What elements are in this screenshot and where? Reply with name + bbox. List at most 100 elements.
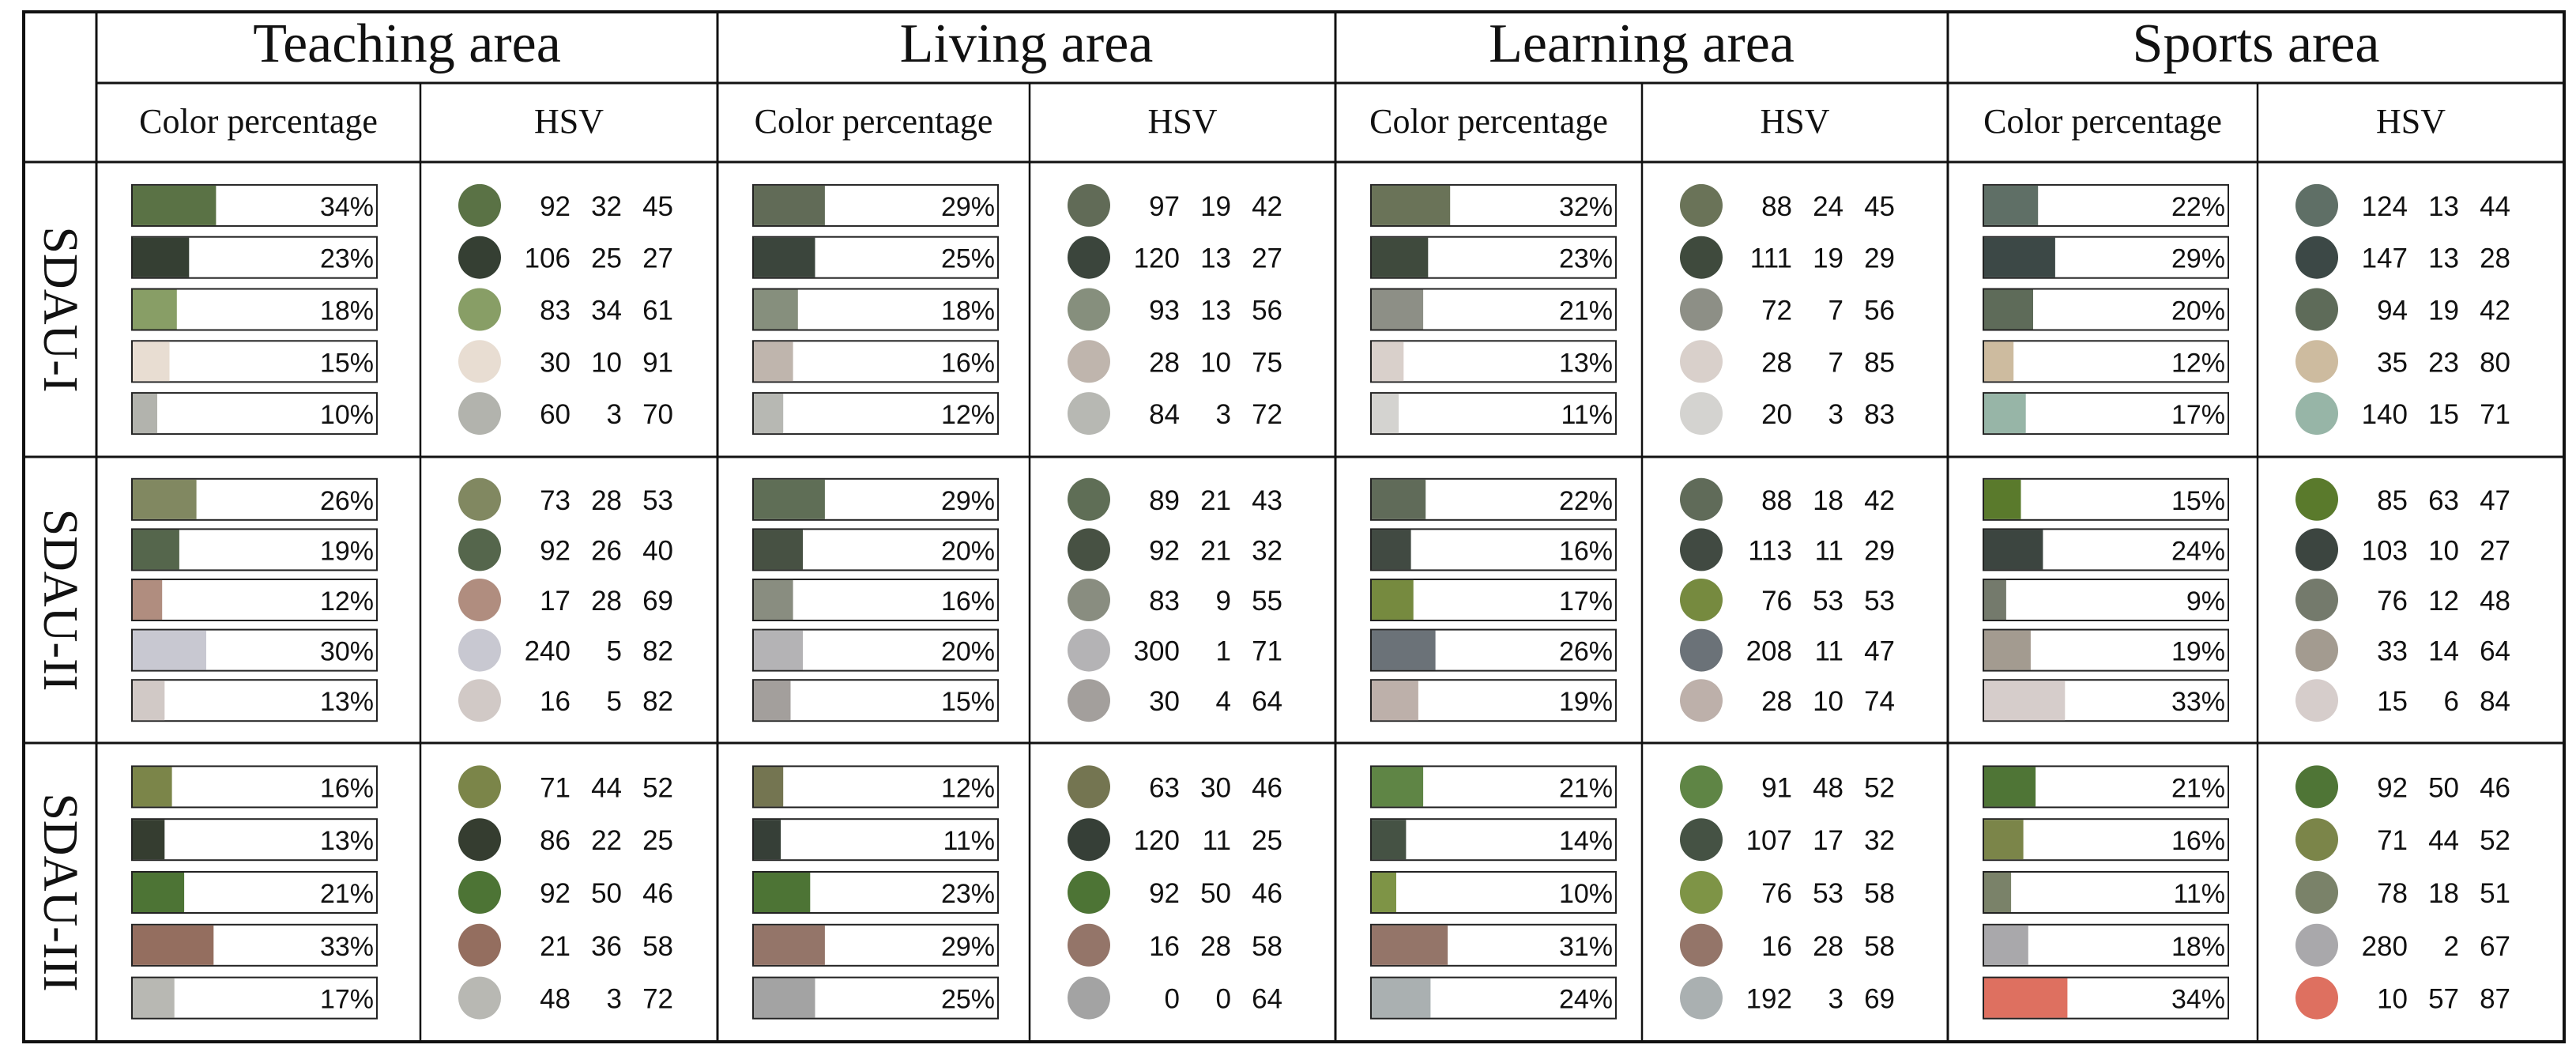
hsv-hue: 84 [1149,399,1180,430]
percentage-label: 24% [2171,536,2225,566]
percentage-bar-fill [1372,394,1399,434]
color-swatch [1068,679,1110,722]
hsv-value: 40 [642,535,673,566]
hsv-hue: 15 [2377,686,2408,717]
hsv-hue: 107 [1746,825,1792,856]
color-swatch [458,288,501,331]
percentage-label: 23% [1559,244,1613,274]
percentage-label: 16% [941,348,995,378]
hsv-hue: 300 [1134,636,1180,667]
hsv-hue: 147 [2362,243,2408,274]
hsv-value: 28 [2480,243,2510,274]
percentage-label: 20% [2171,296,2225,326]
hsv-value: 58 [1252,931,1282,962]
percentage-bar-frame [1983,871,2229,914]
percentage-label: 20% [941,637,995,667]
hsv-hue: 33 [2377,636,2408,667]
percentage-label: 20% [941,536,995,566]
color-swatch [1680,579,1723,621]
percentage-bar-fill [1984,289,2033,330]
percentage-bar-fill [133,681,165,721]
hsv-saturation: 3 [607,984,622,1015]
hsv-value: 52 [642,772,673,803]
hsv-value: 32 [1252,535,1282,566]
hsv-value: 32 [1864,825,1895,856]
hsv-saturation: 15 [2428,399,2459,430]
percentage-label: 11% [943,826,995,856]
hsv-value: 64 [1252,686,1282,717]
hsv-value: 85 [1864,347,1895,378]
hsv-saturation: 11 [1815,535,1843,566]
hsv-hue: 16 [1149,931,1180,962]
hsv-hue: 92 [2377,772,2408,803]
percentage-bar-fill [1984,767,2036,807]
color-swatch [1068,236,1110,279]
percentage-label: 10% [320,400,374,430]
hsv-value: 67 [2480,931,2510,962]
area-header: Living area [900,13,1154,74]
percentage-label: 33% [2171,687,2225,717]
hsv-value: 82 [642,686,673,717]
hsv-saturation: 36 [591,931,622,962]
percentage-bar-fill [133,394,157,434]
color-swatch [458,628,501,672]
hsv-hue: 88 [1761,485,1792,516]
color-swatch [458,818,501,862]
percentage-bar-fill [1372,530,1411,570]
percentage-label: 14% [1559,826,1613,856]
percentage-label: 22% [2171,192,2225,222]
hsv-saturation: 32 [591,191,622,222]
percentage-label: 13% [320,687,374,717]
percentage-bar-frame [752,579,999,621]
color-swatch [458,765,501,809]
color-percentage-header: Color percentage [755,102,993,141]
percentage-label: 17% [320,985,374,1015]
percentage-bar-fill [754,185,825,225]
hsv-value: 56 [1864,296,1895,326]
color-swatch [1068,923,1110,967]
hsv-value: 91 [642,347,673,378]
percentage-label: 22% [1559,486,1613,516]
hsv-saturation: 53 [1813,586,1843,617]
hsv-saturation: 48 [1813,772,1843,803]
hsv-saturation: 30 [1200,772,1231,803]
hsv-value: 42 [2480,296,2510,326]
percentage-bar-fill [1984,237,2055,277]
color-percentage-header: Color percentage [139,102,378,141]
percentage-bar-fill [1984,580,2006,620]
percentage-label: 18% [941,296,995,326]
hsv-value: 45 [642,191,673,222]
percentage-bar-frame [1983,340,2229,383]
hsv-saturation: 3 [1828,399,1843,430]
hsv-saturation: 44 [591,772,622,803]
color-swatch [2295,818,2338,862]
table-border [22,10,2566,1043]
hsv-saturation: 13 [2428,243,2459,274]
percentage-bar-fill [1984,530,2043,570]
hsv-saturation: 50 [2428,772,2459,803]
hsv-saturation: 10 [1200,347,1231,378]
percentage-label: 19% [320,536,374,566]
percentage-label: 9% [2186,586,2225,617]
hsv-value: 45 [1864,191,1895,222]
color-swatch [1680,477,1723,521]
hsv-saturation: 13 [2428,191,2459,222]
percentage-bar-fill [133,530,179,570]
percentage-bar-frame [131,579,378,621]
percentage-bar-frame [131,679,378,722]
color-swatch [1680,765,1723,809]
hsv-saturation: 23 [2428,347,2459,378]
hsv-saturation: 26 [591,535,622,566]
percentage-bar-fill [1372,185,1451,225]
hsv-value: 46 [642,878,673,909]
hsv-saturation: 24 [1813,191,1843,222]
percentage-bar-fill [1372,237,1429,277]
hsv-hue: 91 [1761,772,1792,803]
color-swatch [458,679,501,722]
area-header: Sports area [2133,13,2380,74]
hsv-value: 25 [642,825,673,856]
hsv-saturation: 18 [1813,485,1843,516]
hsv-saturation: 28 [1813,931,1843,962]
hsv-hue: 71 [2377,825,2408,856]
